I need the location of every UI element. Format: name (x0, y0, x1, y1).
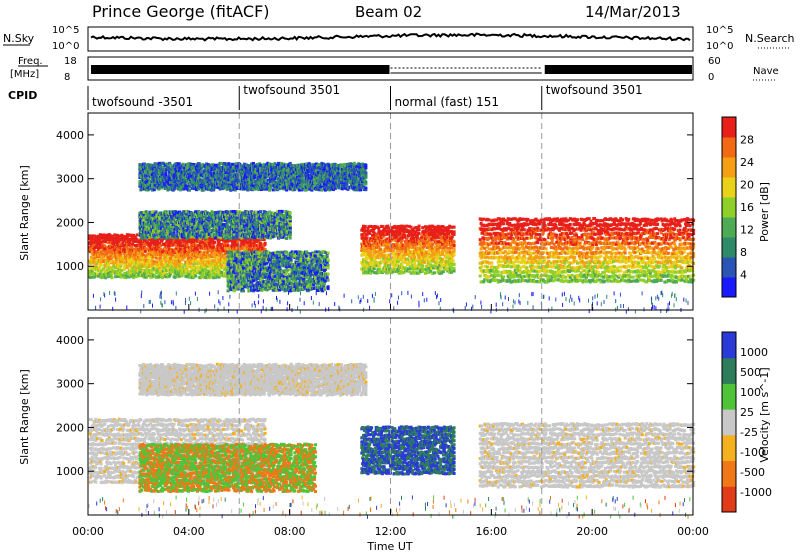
echo-cell (155, 257, 158, 260)
echo-cell (131, 243, 134, 246)
echo-cell (140, 237, 143, 240)
echo-cell (161, 276, 164, 279)
echo-cell (104, 259, 107, 262)
cpid-segment-label: normal (fast) 151 (395, 95, 499, 109)
echo-cell (107, 263, 110, 266)
cpid-segment-label: twofsound 3501 (546, 83, 643, 97)
nsearch-tick-bottom: 10^0 (706, 41, 733, 52)
nsearch-label: N.Search (745, 32, 795, 45)
echo-cell (111, 276, 114, 279)
cpid-segments: twofsound -3501 twofsound 3501 normal (fas… (88, 83, 643, 110)
freq-label-2: [MHz] (10, 69, 39, 80)
echo-cell (196, 266, 199, 269)
echo-cell (218, 241, 221, 244)
echo-cell (192, 240, 195, 243)
cpid-segment-label: twofsound 3501 (243, 83, 340, 97)
nsky-trace (91, 34, 690, 41)
echo-cell (174, 276, 177, 279)
freq-tick-bottom: 8 (64, 72, 70, 83)
echo-cell (89, 276, 92, 279)
echo-cell (181, 244, 184, 247)
radar-summary-plot: Prince George (fitACF) Beam 02 14/Mar/20… (0, 0, 800, 554)
echo-cell (237, 240, 240, 243)
echo-cell (192, 267, 195, 270)
echo-cell (183, 240, 186, 243)
beam-label: Beam 02 (355, 3, 422, 21)
freq-label-1: Freq. (18, 56, 43, 67)
echo-cell (119, 251, 122, 254)
echo-cell (218, 276, 221, 279)
echo-cell (118, 256, 121, 259)
echo-cell (144, 250, 147, 253)
echo-cell (142, 219, 145, 222)
echo-cell (189, 250, 192, 253)
cpid-segment-label: twofsound -3501 (92, 95, 193, 109)
date-label: 14/Mar/2013 (585, 3, 681, 21)
echo-cell (264, 242, 267, 245)
nsearch-tick-top: 10^5 (706, 25, 733, 36)
nave-label: Nave (753, 66, 779, 77)
nsky-tick-bottom: 10^0 (52, 41, 79, 52)
plot-canvas: Prince George (fitACF) Beam 02 14/Mar/20… (0, 0, 800, 554)
nsky-tick-top: 10^5 (52, 25, 79, 36)
echo-cell (179, 248, 182, 251)
echo-cell (135, 247, 138, 250)
station-title: Prince George (fitACF) (92, 2, 270, 21)
echo-cell (226, 247, 229, 250)
echo-cell (159, 244, 162, 247)
nave-tick-top: 60 (708, 56, 721, 67)
echo-cell (103, 245, 106, 248)
echo-cell (121, 260, 124, 263)
cpid-label: CPID (8, 89, 37, 102)
echo-cell (136, 233, 139, 236)
freq-bar (545, 65, 692, 74)
freq-tick-top: 18 (64, 56, 77, 67)
freq-bar (91, 65, 390, 74)
echo-cell (144, 247, 147, 250)
echo-cell (181, 264, 184, 267)
echo-cell (194, 275, 197, 278)
echo-cell (123, 268, 126, 271)
echo-cell (209, 265, 212, 268)
echo-cell (100, 264, 103, 267)
echo-cell (147, 256, 150, 259)
nave-tick-bottom: 0 (708, 72, 714, 83)
echo-cell (179, 241, 182, 244)
echo-cell (120, 269, 123, 272)
echo-cell (259, 242, 262, 245)
echo-cell (213, 241, 216, 244)
echo-cell (114, 275, 117, 278)
freq-bars (91, 65, 692, 74)
nsky-label: N.Sky (3, 32, 35, 45)
echo-cell (183, 264, 186, 267)
